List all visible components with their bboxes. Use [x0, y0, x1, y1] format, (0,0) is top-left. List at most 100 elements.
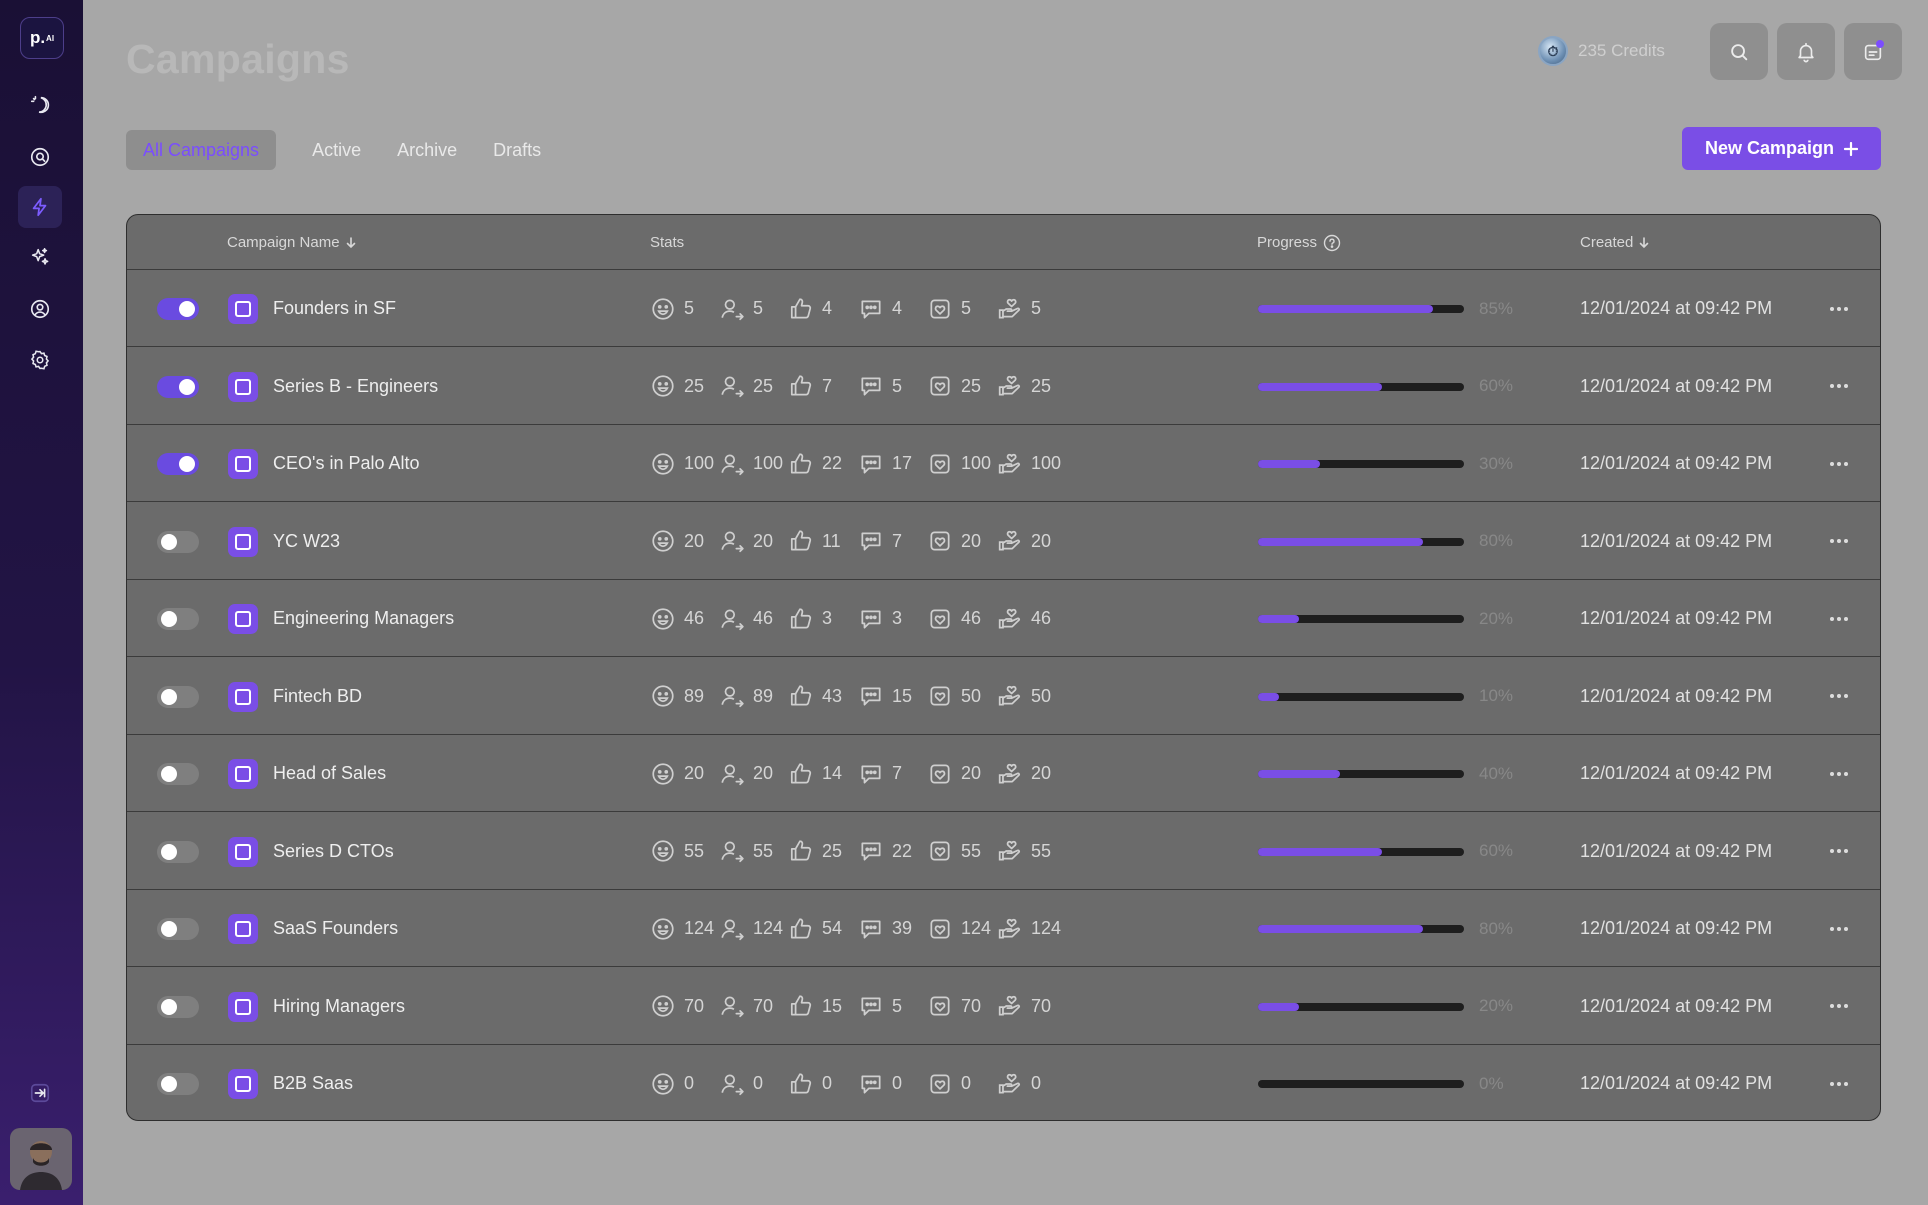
- campaign-link-icon[interactable]: [228, 914, 258, 944]
- column-campaign-name[interactable]: Campaign Name: [227, 215, 356, 270]
- credits-indicator[interactable]: ⏱ 235 Credits: [1538, 34, 1665, 68]
- smile-icon: [652, 452, 674, 475]
- campaign-name[interactable]: SaaS Founders: [273, 918, 399, 938]
- campaign-link-icon[interactable]: [228, 836, 258, 867]
- help-icon[interactable]: [1323, 234, 1341, 252]
- campaign-name[interactable]: YC W23: [273, 530, 341, 551]
- stat-value: 20: [1031, 763, 1052, 783]
- progress-fill: [1258, 770, 1341, 778]
- message-icon: [861, 532, 881, 551]
- table-row[interactable]: Head of Sales 20 20 14 7 20 20 40% 12/01…: [127, 735, 1880, 812]
- campaign-link-icon[interactable]: [228, 604, 258, 634]
- tab-active[interactable]: Active: [312, 139, 362, 160]
- campaign-name[interactable]: CEO's in Palo Alto: [273, 453, 420, 473]
- tab-drafts[interactable]: Drafts: [493, 139, 542, 160]
- user-arrow-icon: [721, 531, 744, 553]
- table-row[interactable]: Engineering Managers 46 46 3 3 46 46 20%…: [127, 580, 1880, 657]
- table-row[interactable]: B2B Saas 0 0 0 0 0 0 0% 12/01/2024 at 09…: [127, 1045, 1880, 1120]
- more-options-button[interactable]: [1830, 348, 1848, 425]
- user-avatar[interactable]: [10, 1128, 72, 1190]
- campaign-link-icon[interactable]: [228, 991, 258, 1022]
- more-options-button[interactable]: [1830, 1045, 1848, 1120]
- campaign-toggle[interactable]: [157, 840, 199, 863]
- sidebar-item-discover[interactable]: [18, 136, 62, 178]
- campaign-link-icon[interactable]: [228, 371, 258, 402]
- toggle-knob: [179, 456, 195, 472]
- external-link-glyph: [235, 921, 251, 937]
- new-campaign-button[interactable]: New Campaign: [1682, 127, 1881, 170]
- campaign-name[interactable]: Engineering Managers: [273, 608, 455, 628]
- table-row[interactable]: Series D CTOs 55 55 25 22 55 55 60% 12/0…: [127, 813, 1880, 890]
- column-created[interactable]: Created: [1580, 215, 1649, 270]
- campaign-toggle[interactable]: [157, 530, 199, 553]
- table-row[interactable]: Founders in SF 5 5 4 4 5 5 85% 12/01/202…: [127, 270, 1880, 347]
- table-row[interactable]: YC W23 20 20 11 7 20 20 80% 12/01/2024 a…: [127, 503, 1880, 580]
- table-row[interactable]: Fintech BD 89 89 43 15 50 50 10% 12/01/2…: [127, 658, 1880, 735]
- more-options-button[interactable]: [1830, 270, 1848, 347]
- campaign-toggle[interactable]: [157, 918, 199, 940]
- progress-bar: [1258, 382, 1464, 391]
- stat-heart-shield: 55: [927, 813, 981, 890]
- message-icon: [861, 842, 881, 861]
- search-button[interactable]: [1710, 23, 1768, 80]
- more-options-button[interactable]: [1830, 735, 1848, 812]
- campaign-toggle[interactable]: [157, 375, 199, 398]
- campaign-toggle[interactable]: [157, 763, 199, 785]
- tab-all-campaigns[interactable]: All Campaigns: [126, 130, 277, 170]
- campaign-name[interactable]: Fintech BD: [273, 685, 363, 706]
- campaign-name[interactable]: Series D CTOs: [273, 840, 394, 861]
- sidebar-item-campaigns[interactable]: [18, 186, 62, 228]
- campaign-toggle[interactable]: [157, 608, 199, 630]
- thumbs-up-icon: [790, 995, 812, 1016]
- smile-icon: [652, 840, 674, 862]
- sidebar-item-profile[interactable]: [18, 288, 62, 330]
- more-options-button[interactable]: [1830, 658, 1848, 735]
- stat-value: 89: [753, 685, 774, 706]
- campaign-toggle[interactable]: [157, 995, 199, 1018]
- messages-button[interactable]: [1844, 23, 1902, 80]
- more-options-button[interactable]: [1830, 890, 1848, 967]
- app-logo[interactable]: p. AI: [20, 17, 64, 59]
- more-options-button[interactable]: [1830, 968, 1848, 1045]
- more-options-button[interactable]: [1830, 425, 1848, 502]
- hand-heart-icon: [998, 298, 1021, 319]
- table-row[interactable]: Hiring Managers 70 70 15 5 70 70 20% 12/…: [127, 968, 1880, 1045]
- campaign-toggle[interactable]: [157, 685, 199, 708]
- stat-smile: 0: [650, 1045, 695, 1120]
- more-options-button[interactable]: [1830, 580, 1848, 657]
- more-options-button[interactable]: [1830, 813, 1848, 890]
- stat-value: 3: [892, 608, 903, 628]
- campaign-link-icon[interactable]: [228, 681, 258, 712]
- table-row[interactable]: Series B - Engineers 25 25 7 5 25 25 60%…: [127, 348, 1880, 425]
- campaign-name[interactable]: Series B - Engineers: [273, 375, 439, 396]
- campaign-link-icon[interactable]: [228, 759, 258, 789]
- sidebar-item-theme[interactable]: [18, 84, 62, 126]
- campaign-toggle[interactable]: [157, 298, 199, 320]
- campaign-link-icon[interactable]: [228, 1069, 258, 1099]
- sidebar-item-ai[interactable]: [18, 236, 62, 278]
- heart-shield-icon: [930, 608, 950, 629]
- more-options-button[interactable]: [1830, 503, 1848, 580]
- campaign-name[interactable]: Head of Sales: [273, 763, 387, 783]
- table-row[interactable]: CEO's in Palo Alto 100 100 22 17 100 100…: [127, 425, 1880, 502]
- stat-value: 0: [684, 1073, 695, 1093]
- sidebar-collapse-button[interactable]: [18, 1072, 62, 1114]
- campaign-toggle[interactable]: [157, 1073, 199, 1095]
- campaign-link-icon[interactable]: [228, 449, 258, 479]
- hand-heart-icon: [998, 530, 1021, 551]
- sidebar-item-settings[interactable]: [18, 339, 62, 381]
- campaign-name[interactable]: Founders in SF: [273, 298, 397, 318]
- tab-archive[interactable]: Archive: [397, 139, 458, 160]
- hand-heart-icon: [998, 685, 1021, 706]
- campaign-toggle[interactable]: [157, 453, 199, 475]
- table-row[interactable]: SaaS Founders 124 124 54 39 124 124 80% …: [127, 890, 1880, 967]
- column-label: Created: [1580, 234, 1634, 251]
- stat-value: 15: [822, 995, 843, 1016]
- campaign-name[interactable]: B2B Saas: [273, 1073, 354, 1093]
- campaign-link-icon[interactable]: [228, 294, 258, 324]
- campaign-link-icon[interactable]: [228, 526, 258, 557]
- campaign-name[interactable]: Hiring Managers: [273, 995, 406, 1016]
- ai-icon: [31, 247, 49, 265]
- external-link-glyph: [235, 611, 251, 627]
- notifications-button[interactable]: [1777, 23, 1835, 80]
